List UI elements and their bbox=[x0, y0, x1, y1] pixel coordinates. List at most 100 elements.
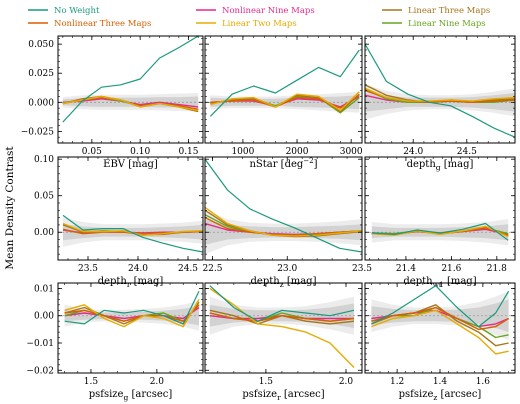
axes-frame bbox=[57, 156, 204, 261]
legend-label: Linear Three Maps bbox=[408, 6, 490, 16]
plot-area bbox=[205, 49, 362, 117]
series-line-no-weight bbox=[209, 49, 360, 117]
panel-psfsize-z-arcsec: 1.2 1.4 1.6 psfsizez [arcsec] bbox=[364, 282, 516, 402]
series-line-no-weight bbox=[365, 43, 515, 138]
series-line-no-weight bbox=[62, 214, 203, 253]
legend-label: No Weight bbox=[54, 6, 100, 16]
x-tick-label: 1.4 bbox=[433, 377, 448, 387]
x-tick-label: 1.6 bbox=[476, 377, 491, 387]
panel-nstar-deg: 1000 2000 3000 nStar [deg−2] bbox=[204, 35, 363, 170]
legend-item-linear-nine-maps: Linear Nine Maps bbox=[382, 19, 486, 29]
plot-area bbox=[58, 36, 203, 123]
x-axis-label: nStar [deg−2] bbox=[249, 157, 317, 170]
plot-area bbox=[58, 290, 203, 331]
plot-area bbox=[365, 43, 515, 138]
legend-item-nonlinear-three-maps: Nonlinear Three Maps bbox=[28, 19, 151, 29]
plot-area bbox=[365, 285, 515, 355]
y-tick-label: 0.01 bbox=[34, 284, 54, 294]
y-tick-label: −0.02 bbox=[26, 366, 54, 376]
axes-frame bbox=[204, 282, 363, 374]
series-line-no-weight bbox=[371, 285, 510, 328]
plot-area bbox=[205, 285, 362, 368]
plot-area bbox=[205, 158, 362, 255]
series-line-linear-two-maps bbox=[371, 309, 509, 355]
figure-ylabel: Mean Density Contrast bbox=[4, 146, 16, 270]
axes-frame bbox=[57, 282, 204, 374]
x-tick-label: 21.4 bbox=[396, 264, 416, 274]
panel-psfsize-g-arcsec: 1.5 2.0 −0.02 −0.01 0.00 0.01 psfsizeg [arcsec… bbox=[26, 282, 204, 402]
axes-frame bbox=[364, 35, 516, 144]
series-line-linear-two-maps bbox=[365, 87, 515, 102]
series-line-linear-two-maps bbox=[64, 299, 200, 328]
legend-item-linear-two-maps: Linear Two Maps bbox=[196, 19, 297, 29]
x-axis-label: psfsizer [arcsec] bbox=[242, 389, 324, 402]
x-tick-label: 1.5 bbox=[84, 377, 99, 387]
y-tick-label: 0.10 bbox=[34, 155, 54, 165]
series-line-linear-two-maps bbox=[205, 206, 362, 237]
error-band-inner bbox=[205, 219, 362, 245]
axes-frame bbox=[204, 156, 363, 261]
y-tick-label: 0.05 bbox=[34, 192, 54, 202]
x-axis-label: psfsizez [arcsec] bbox=[399, 389, 482, 402]
series-line-nonlinear-three-maps bbox=[209, 312, 355, 322]
x-tick-label: 3000 bbox=[340, 147, 363, 157]
panel-depth-g-mag: 24.0 24.5 depthg [mag] bbox=[364, 35, 516, 172]
plot-area bbox=[58, 214, 203, 253]
x-tick-label: 23.5 bbox=[78, 264, 98, 274]
x-tick-label: 21.6 bbox=[441, 264, 461, 274]
x-tick-label: 1000 bbox=[231, 147, 254, 157]
x-tick-label: 2.0 bbox=[150, 377, 165, 387]
x-axis-label: depthg [mag] bbox=[407, 159, 474, 172]
series-line-no-weight bbox=[209, 285, 355, 322]
series-line-no-weight bbox=[205, 158, 362, 253]
legend-label: Nonlinear Nine Maps bbox=[222, 6, 315, 16]
panel-ebv-mag: 0.05 0.10 0.15 −0.025 0.000 0.025 0.050 EBV [ma… bbox=[21, 35, 204, 170]
y-tick-label: 0.025 bbox=[28, 69, 54, 79]
x-axis-label: depthr [mag] bbox=[98, 276, 164, 289]
series-line-no-weight bbox=[62, 36, 199, 123]
series-line-linear-two-maps bbox=[210, 91, 360, 112]
series-line-nonlinear-nine-maps bbox=[64, 306, 200, 320]
series-line-linear-two-maps bbox=[371, 225, 509, 238]
series-line-nonlinear-three-maps bbox=[371, 306, 509, 331]
x-tick-label: 0.15 bbox=[178, 147, 198, 157]
y-tick-label: 0.000 bbox=[28, 98, 54, 108]
x-tick-label: 24.0 bbox=[403, 147, 423, 157]
y-tick-label: −0.025 bbox=[21, 127, 55, 137]
series-line-nonlinear-three-maps bbox=[205, 216, 362, 236]
x-tick-label: 1.2 bbox=[390, 377, 404, 387]
legend-item-nonlinear-nine-maps: Nonlinear Nine Maps bbox=[196, 6, 315, 16]
axes-frame bbox=[364, 156, 516, 261]
series-line-linear-two-maps bbox=[209, 287, 355, 368]
panel-depth-r-mag: 23.5 24.0 24.5 0.00 0.05 0.10 depthr [mag] bbox=[34, 155, 204, 289]
legend-item-linear-three-maps: Linear Three Maps bbox=[382, 6, 490, 16]
legend-label: Linear Two Maps bbox=[222, 19, 297, 29]
legend: No Weight Nonlinear Three Maps Nonlinear N… bbox=[28, 6, 490, 29]
series-line-nonlinear-three-maps bbox=[210, 94, 360, 109]
error-band-inner bbox=[371, 299, 509, 333]
y-tick-label: 0.050 bbox=[28, 40, 54, 50]
x-axis-label: depthw1 [mag] bbox=[403, 276, 476, 289]
panel-depth-z-mag: 22.523.023.5depthz [mag] bbox=[202, 156, 372, 289]
series-line-nonlinear-three-maps bbox=[64, 304, 200, 322]
plot-area bbox=[365, 219, 515, 246]
legend-item-no-weight: No Weight bbox=[28, 6, 100, 16]
x-tick-label: 1.5 bbox=[259, 377, 274, 387]
legend-label: Linear Nine Maps bbox=[408, 19, 486, 29]
y-tick-label: −0.01 bbox=[26, 339, 54, 349]
panel-depth-w1-mag: 21.4 21.6 21.8 depthw1 [mag] bbox=[364, 156, 516, 289]
x-tick-label: 22.5 bbox=[202, 264, 222, 274]
x-tick-label: 23.0 bbox=[277, 264, 297, 274]
y-tick-label: 0.00 bbox=[34, 228, 54, 238]
x-tick-label: 0.10 bbox=[130, 147, 150, 157]
x-tick-label: 2.0 bbox=[339, 377, 354, 387]
x-tick-label: 0.05 bbox=[82, 147, 102, 157]
axes-frame bbox=[204, 35, 363, 144]
x-tick-label: 23.5 bbox=[352, 264, 372, 274]
x-tick-label: 21.8 bbox=[487, 264, 507, 274]
x-axis-label: EBV [mag] bbox=[103, 159, 158, 170]
y-tick-label: 0.00 bbox=[34, 312, 54, 322]
series-line-no-weight bbox=[64, 290, 200, 325]
axes-frame bbox=[57, 35, 204, 144]
